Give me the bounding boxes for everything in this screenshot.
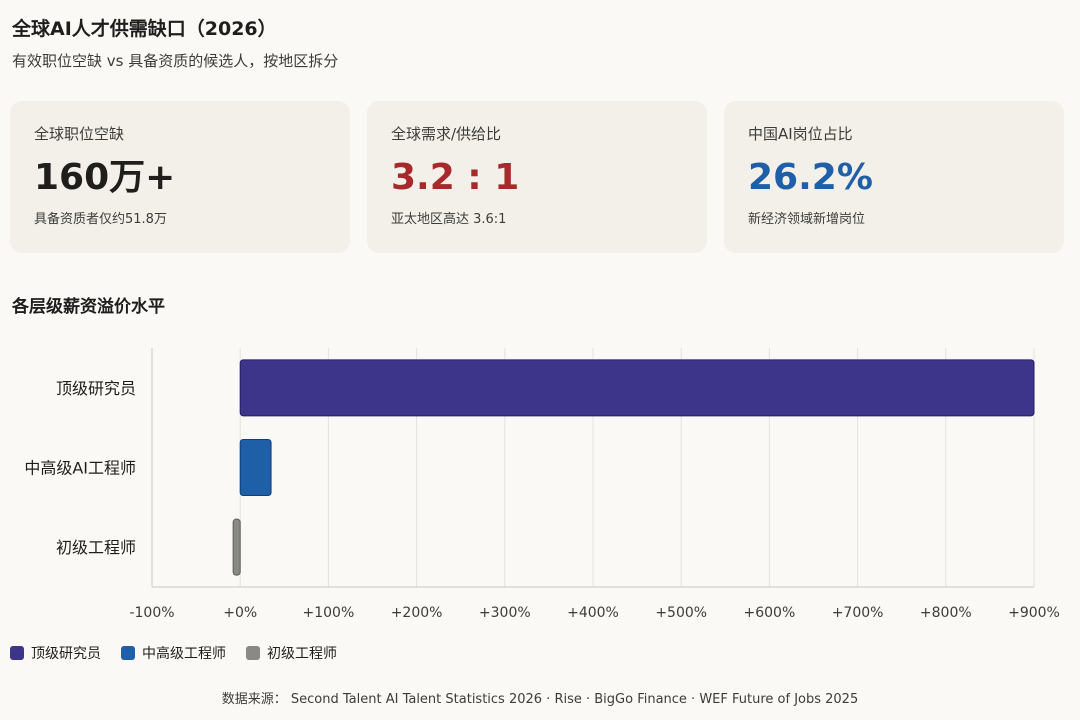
x-tick-label: +0% <box>223 605 257 621</box>
stat-label: 中国AI岗位占比 <box>748 125 853 143</box>
chart-title: 全球AI人才供需缺口（2026） <box>12 18 277 40</box>
chart-legend: 顶级研究员 中高级工程师 初级工程师 <box>10 643 337 663</box>
x-tick-label: +100% <box>303 605 355 621</box>
y-category-label: 初级工程师 <box>56 538 136 557</box>
stat-card-job-openings: 全球职位空缺 160万+ 具备资质者仅约51.8万 <box>10 101 350 253</box>
stat-label: 全球职位空缺 <box>34 125 125 143</box>
y-category-label: 中高级AI工程师 <box>24 459 136 478</box>
stat-value: 26.2% <box>748 157 873 198</box>
stat-note: 亚太地区高达 3.6:1 <box>391 212 507 227</box>
x-tick-label: +800% <box>920 605 972 621</box>
stat-label: 全球需求/供给比 <box>391 125 502 143</box>
legend-item-top-researcher: 顶级研究员 <box>10 643 101 663</box>
stat-value: 160万+ <box>34 157 176 198</box>
legend-label: 顶级研究员 <box>31 646 101 662</box>
x-tick-label: -100% <box>129 605 174 621</box>
x-tick-label: +700% <box>832 605 884 621</box>
x-tick-label: +500% <box>655 605 707 621</box>
legend-item-mid-senior-engineer: 中高级工程师 <box>121 643 226 663</box>
x-tick-label: +300% <box>479 605 531 621</box>
bar-2 <box>232 518 241 576</box>
x-tick-label: +600% <box>744 605 796 621</box>
x-tick-label: +400% <box>567 605 619 621</box>
bar-0 <box>239 359 1035 417</box>
bar-1 <box>239 439 272 496</box>
legend-label: 初级工程师 <box>267 646 337 662</box>
salary-premium-bar-chart: -100% +0% +100% +200% +300% +400% +500% +600% +7… <box>24 348 1060 621</box>
stat-note: 新经济领域新增岗位 <box>748 212 866 227</box>
stat-value: 3.2 : 1 <box>391 157 520 198</box>
chart-subtitle: 有效职位空缺 vs 具备资质的候选人，按地区拆分 <box>12 52 339 70</box>
y-category-label: 顶级研究员 <box>56 379 136 398</box>
stat-note: 具备资质者仅约51.8万 <box>34 212 167 227</box>
section-title: 各层级薪资溢价水平 <box>12 297 165 317</box>
legend-label: 中高级工程师 <box>142 646 226 662</box>
legend-swatch <box>246 646 260 660</box>
stat-card-china-share: 中国AI岗位占比 26.2% 新经济领域新增岗位 <box>724 101 1064 253</box>
legend-swatch <box>10 646 24 660</box>
data-source-note: 数据来源： Second Talent AI Talent Statistics… <box>221 692 859 707</box>
stat-card-demand-supply-ratio: 全球需求/供给比 3.2 : 1 亚太地区高达 3.6:1 <box>367 101 707 253</box>
x-tick-label: +900% <box>1008 605 1060 621</box>
x-tick-label: +200% <box>391 605 443 621</box>
legend-item-junior-engineer: 初级工程师 <box>246 643 337 663</box>
legend-swatch <box>121 646 135 660</box>
